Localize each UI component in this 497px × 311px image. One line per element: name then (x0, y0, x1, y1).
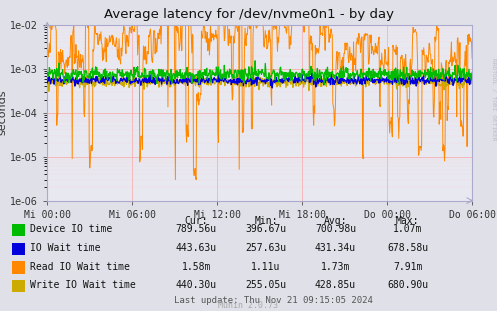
Text: Write IO Wait time: Write IO Wait time (30, 280, 136, 290)
Text: 680.90u: 680.90u (387, 280, 428, 290)
Text: Avg:: Avg: (324, 216, 347, 226)
Text: Max:: Max: (396, 216, 419, 226)
Text: 1.58m: 1.58m (181, 262, 211, 272)
Text: 678.58u: 678.58u (387, 243, 428, 253)
Text: 257.63u: 257.63u (246, 243, 286, 253)
Text: 1.73m: 1.73m (321, 262, 350, 272)
Y-axis label: seconds: seconds (0, 90, 7, 136)
Text: Cur:: Cur: (184, 216, 208, 226)
Text: Munin 2.0.73: Munin 2.0.73 (219, 301, 278, 310)
Text: 440.30u: 440.30u (176, 280, 217, 290)
Text: 789.56u: 789.56u (176, 224, 217, 234)
Text: 1.07m: 1.07m (393, 224, 422, 234)
Text: Last update: Thu Nov 21 09:15:05 2024: Last update: Thu Nov 21 09:15:05 2024 (174, 296, 373, 305)
Text: 428.85u: 428.85u (315, 280, 356, 290)
Text: 7.91m: 7.91m (393, 262, 422, 272)
Text: Min:: Min: (254, 216, 278, 226)
Text: 396.67u: 396.67u (246, 224, 286, 234)
Text: IO Wait time: IO Wait time (30, 243, 100, 253)
Text: 443.63u: 443.63u (176, 243, 217, 253)
Text: Read IO Wait time: Read IO Wait time (30, 262, 130, 272)
Text: Average latency for /dev/nvme0n1 - by day: Average latency for /dev/nvme0n1 - by da… (103, 8, 394, 21)
Text: RRDTOOL / TOBI OETIKER: RRDTOOL / TOBI OETIKER (491, 58, 496, 141)
Text: Device IO time: Device IO time (30, 224, 112, 234)
Text: 700.98u: 700.98u (315, 224, 356, 234)
Text: 1.11u: 1.11u (251, 262, 281, 272)
Text: 431.34u: 431.34u (315, 243, 356, 253)
Text: 255.05u: 255.05u (246, 280, 286, 290)
